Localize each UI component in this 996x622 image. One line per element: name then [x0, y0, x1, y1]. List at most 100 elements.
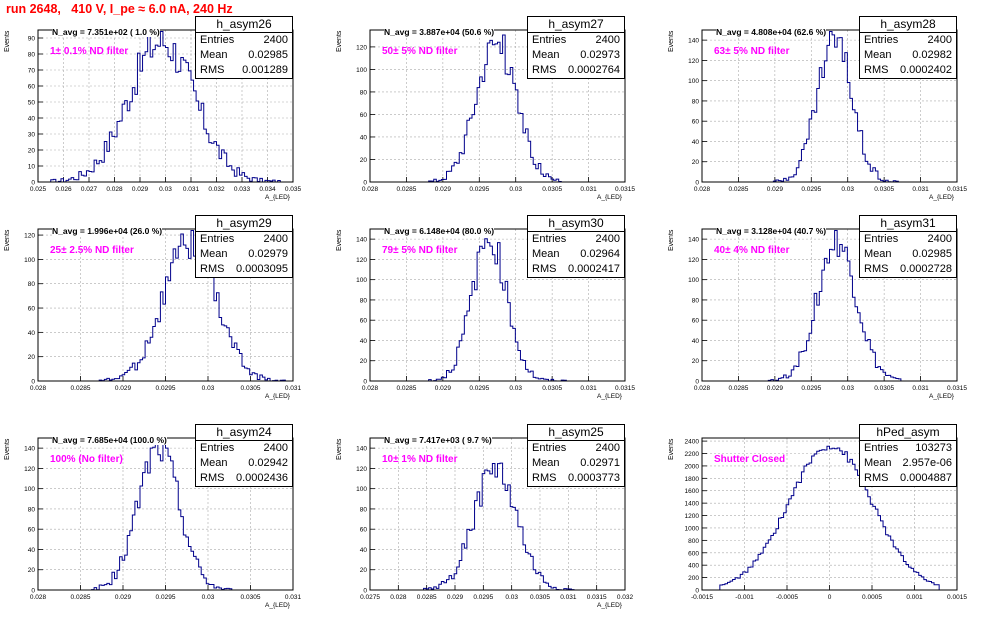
plot-frame	[701, 29, 958, 183]
y-tick-label: 80	[692, 98, 700, 105]
stats-value: 0.0002417	[568, 263, 620, 275]
stats-value: 0.0002436	[236, 472, 288, 484]
y-tick-label: 80	[28, 281, 36, 288]
y-tick-label: 80	[28, 52, 36, 59]
y-tick-label: 60	[692, 119, 700, 126]
filter-label: 100% (No filter)	[50, 454, 123, 465]
y-tick-label: 100	[24, 486, 35, 493]
y-tick-label: 40	[28, 547, 36, 554]
stats-value: 2400	[263, 442, 288, 454]
filter-label: 40± 4% ND filter	[714, 245, 790, 256]
stats-value: 2400	[263, 233, 288, 245]
y-tick-label: 140	[356, 446, 367, 453]
y-tick-label: 120	[688, 58, 699, 65]
stats-box: h_asym27 Entries 2400 Mean 0.02973 RMS 0.00027…	[527, 16, 625, 79]
x-tick-label: 0.035	[285, 186, 302, 193]
histogram-name: h_asym27	[528, 17, 624, 33]
stats-value: 2400	[263, 34, 288, 46]
stats-label: Mean	[864, 457, 892, 469]
x-tick-label: 0.0305	[241, 594, 261, 601]
x-tick-label: 0.0315	[947, 186, 967, 193]
y-tick-label: 20	[692, 358, 700, 365]
stats-row-entries: Entries 2400	[528, 441, 624, 456]
stats-value: 0.0002764	[568, 64, 620, 76]
x-tick-label: 0.031	[580, 186, 597, 193]
y-tick-label: 100	[688, 277, 699, 284]
y-tick-label: 120	[688, 257, 699, 264]
filter-label: 63± 5% ND filter	[714, 46, 790, 57]
stats-label: RMS	[532, 472, 557, 484]
x-tick-label: 0.029	[115, 385, 132, 392]
stats-row-entries: Entries 2400	[196, 33, 292, 48]
stats-row-mean: Mean 0.02985	[196, 48, 292, 63]
x-tick-label: 0.029	[767, 186, 784, 193]
y-axis-label: Events	[4, 438, 11, 460]
x-tick-label: 0.0295	[469, 385, 489, 392]
n-avg-label: N_avg = 3.128e+04 (40.7 %)	[716, 226, 827, 236]
x-tick-label: 0.033	[234, 186, 251, 193]
y-tick-label: 0	[363, 379, 367, 386]
run-title: run 2648, 410 V, I_pe ≈ 6.0 nA, 240 Hz	[6, 2, 233, 16]
stats-value: 0.02971	[580, 457, 620, 469]
x-axis-label: A_{LED}	[597, 393, 622, 400]
y-tick-label: 0	[695, 379, 699, 386]
stats-value: 0.02979	[248, 248, 288, 260]
x-tick-label: 0.029	[435, 385, 452, 392]
stats-label: Entries	[532, 233, 567, 245]
stats-label: RMS	[200, 64, 225, 76]
stats-value: 2400	[927, 34, 952, 46]
stats-row-mean: Mean 0.02985	[860, 247, 956, 262]
x-tick-label: 0.028	[694, 186, 711, 193]
stats-label: Entries	[200, 442, 235, 454]
stats-value: 0.02964	[580, 248, 620, 260]
x-tick-label: 0.0285	[71, 594, 91, 601]
y-axis-label: Events	[4, 229, 11, 251]
stats-row-entries: Entries 2400	[860, 33, 956, 48]
x-tick-label: 0.0295	[801, 385, 821, 392]
y-tick-label: 1800	[685, 476, 700, 483]
pad-hPed_asym: -0.0015 -0.001 -0.0005 0 0.0005 0.001 0.0015 0 2…	[668, 424, 967, 601]
y-tick-label: 120	[24, 233, 35, 240]
x-tick-label: 0.0285	[728, 385, 748, 392]
stats-box: h_asym24 Entries 2400 Mean 0.02942 RMS 0.00024…	[195, 424, 293, 487]
plot-frame	[37, 228, 294, 382]
y-axis-label: Events	[336, 229, 343, 251]
stats-value: 2400	[595, 233, 620, 245]
x-tick-label: 0.026	[55, 186, 72, 193]
pad-h_asym25: 0.0275 0.028 0.0285 0.029 0.0295 0.03 0.0305 0.…	[336, 424, 634, 609]
x-tick-label: 0.0275	[360, 594, 380, 601]
x-tick-label: -0.0015	[691, 594, 713, 601]
y-tick-label: 40	[360, 134, 368, 141]
y-tick-label: 60	[28, 84, 36, 91]
n-avg-label: N_avg = 7.351e+02 ( 1.0 %)	[52, 27, 160, 37]
x-tick-label: 0.029	[447, 594, 464, 601]
stats-label: Mean	[864, 49, 892, 61]
x-tick-label: 0.031	[912, 385, 929, 392]
x-tick-label: 0.0285	[396, 385, 416, 392]
stats-row-rms: RMS 0.0003773	[528, 471, 624, 486]
x-tick-label: 0.031	[285, 385, 302, 392]
y-axis-label: Events	[668, 30, 675, 52]
stats-row-entries: Entries 2400	[196, 441, 292, 456]
x-tick-label: 0.0295	[473, 594, 493, 601]
stats-value: 103273	[915, 442, 952, 454]
histogram-line	[38, 31, 293, 183]
stats-row-entries: Entries 2400	[528, 33, 624, 48]
y-tick-label: 20	[360, 567, 368, 574]
stats-box: h_asym28 Entries 2400 Mean 0.02982 RMS 0.00024…	[859, 16, 957, 79]
y-tick-label: 80	[692, 297, 700, 304]
x-tick-label: 0.031	[285, 594, 302, 601]
histogram-name: h_asym31	[860, 216, 956, 232]
stats-box: h_asym29 Entries 2400 Mean 0.02979 RMS 0.00030…	[195, 215, 293, 278]
stats-row-mean: Mean 0.02971	[528, 456, 624, 471]
plot-frame	[369, 29, 626, 183]
histogram-line	[370, 462, 625, 591]
x-tick-label: 0.028	[390, 594, 407, 601]
y-tick-label: 80	[360, 506, 368, 513]
y-tick-label: 140	[356, 237, 367, 244]
x-tick-label: 0.0295	[156, 385, 176, 392]
histogram-name: h_asym26	[196, 17, 292, 33]
histogram-plot: 0.028 0.0285 0.029 0.0295 0.03 0.0305 0.031 0 20…	[24, 437, 302, 601]
y-tick-label: 2200	[685, 451, 700, 458]
